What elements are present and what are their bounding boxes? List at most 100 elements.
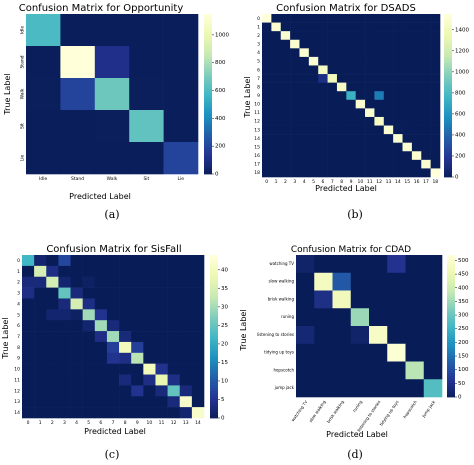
heatmap-cell	[106, 287, 120, 299]
colorbar-tick-label: 10	[221, 378, 228, 384]
x-axis-label: Predicted Label	[69, 192, 131, 201]
heatmap-cell	[60, 78, 96, 111]
heatmap-cell	[318, 159, 328, 169]
colorbar-segment	[210, 309, 218, 313]
heatmap-cell	[119, 363, 132, 375]
heatmap-cell	[271, 22, 282, 32]
column-tick-label: 14	[395, 179, 401, 185]
colorbar-tick-label: 0	[458, 395, 462, 401]
heatmap-cell	[155, 374, 168, 386]
heatmap-cell	[46, 287, 59, 299]
colorbar-segment	[447, 354, 455, 358]
row-tick-label: 0	[17, 258, 20, 264]
heatmap-cell	[336, 48, 347, 58]
heatmap-cell	[191, 407, 205, 419]
heatmap-cell	[405, 343, 425, 362]
row-tick-label: 4	[17, 301, 20, 307]
colorbar-segment	[204, 136, 212, 140]
heatmap-cell	[280, 116, 291, 126]
row-tick-label: Lie	[20, 155, 26, 162]
heatmap-cell	[46, 276, 59, 288]
heatmap-cell	[402, 74, 413, 83]
heatmap-cell	[387, 308, 406, 327]
colorbar-segment	[204, 131, 212, 135]
colorbar-segment	[444, 62, 452, 67]
column-tick-label: watching TV	[290, 399, 308, 422]
colorbar-segment	[447, 349, 455, 353]
colorbar-segment	[210, 301, 218, 305]
colorbar-segment	[204, 91, 212, 95]
heatmap-cell	[167, 363, 181, 375]
heatmap-cell	[143, 341, 156, 354]
heatmap-cell	[119, 331, 132, 343]
heatmap-cell	[318, 168, 328, 178]
heatmap-cell	[314, 343, 333, 362]
colorbar-tick-label: 250	[458, 326, 469, 332]
heatmap-cell	[60, 46, 96, 79]
heatmap-cell	[402, 65, 413, 75]
row-tick-label: 10	[254, 102, 260, 108]
heatmap-cell	[314, 272, 333, 291]
heatmap-cell	[262, 134, 272, 143]
row-tick-label: 5	[257, 59, 260, 65]
row-tick-label: 10	[14, 367, 20, 373]
row-tick-label: Walk	[20, 88, 26, 99]
colorbar-segment	[444, 141, 452, 145]
colorbar-segment	[447, 333, 455, 336]
row-tick-label: 3	[257, 42, 260, 48]
heatmap-cell	[355, 48, 366, 58]
colorbar-segment	[204, 78, 212, 82]
heatmap-cell	[308, 142, 319, 152]
heatmap-cell	[271, 125, 282, 135]
heatmap-cell	[411, 159, 422, 169]
heatmap-cell	[46, 352, 59, 364]
heatmap-cell	[383, 65, 394, 75]
heatmap-cell	[119, 396, 132, 408]
heatmap-cell	[26, 78, 61, 111]
colorbar-segment	[447, 307, 455, 310]
heatmap-cell	[280, 48, 291, 58]
heatmap-cell	[318, 48, 328, 58]
heatmap-cell	[308, 168, 319, 178]
heatmap-cell	[155, 255, 168, 267]
colorbar-segment	[447, 363, 455, 367]
heatmap-cell	[106, 265, 120, 278]
heatmap-cell	[327, 142, 338, 152]
heatmap-cell	[423, 290, 443, 309]
heatmap-cell	[299, 108, 310, 118]
heatmap-cell	[308, 116, 319, 126]
heatmap-cell	[314, 326, 333, 345]
heatmap-cell	[179, 287, 193, 299]
colorbar-segment	[444, 166, 452, 170]
colorbar-segment	[210, 325, 218, 329]
colorbar-segment	[447, 394, 455, 398]
heatmap-cell	[365, 151, 375, 161]
heatmap-cell	[430, 99, 441, 109]
heatmap-cell	[22, 363, 35, 375]
heatmap-cell	[332, 255, 352, 274]
panel-caption: (c)	[105, 448, 120, 461]
colorbar-segment	[447, 314, 455, 317]
heatmap-cell	[191, 287, 205, 299]
heatmap-cell	[290, 48, 300, 58]
heatmap-cell	[70, 407, 83, 419]
chart-title: Confusion Matrix for CDAD	[291, 245, 411, 255]
colorbar-segment	[204, 22, 212, 26]
colorbar-segment	[447, 283, 455, 287]
colorbar-segment	[447, 342, 455, 346]
heatmap-cell	[405, 308, 425, 327]
heatmap-cell	[143, 298, 156, 310]
heatmap-cell	[94, 320, 108, 332]
heatmap-cell	[318, 22, 328, 32]
heatmap-cell	[374, 168, 385, 178]
heatmap-cell	[355, 134, 366, 143]
heatmap-cell	[393, 65, 403, 75]
heatmap-cell	[327, 56, 338, 66]
heatmap-cell	[374, 14, 385, 23]
heatmap-cell	[82, 363, 96, 375]
colorbar-segment	[204, 160, 212, 164]
heatmap-cell	[327, 65, 338, 75]
colorbar-segment	[210, 274, 218, 278]
heatmap-cell	[262, 74, 272, 83]
heatmap-cell	[94, 142, 130, 175]
